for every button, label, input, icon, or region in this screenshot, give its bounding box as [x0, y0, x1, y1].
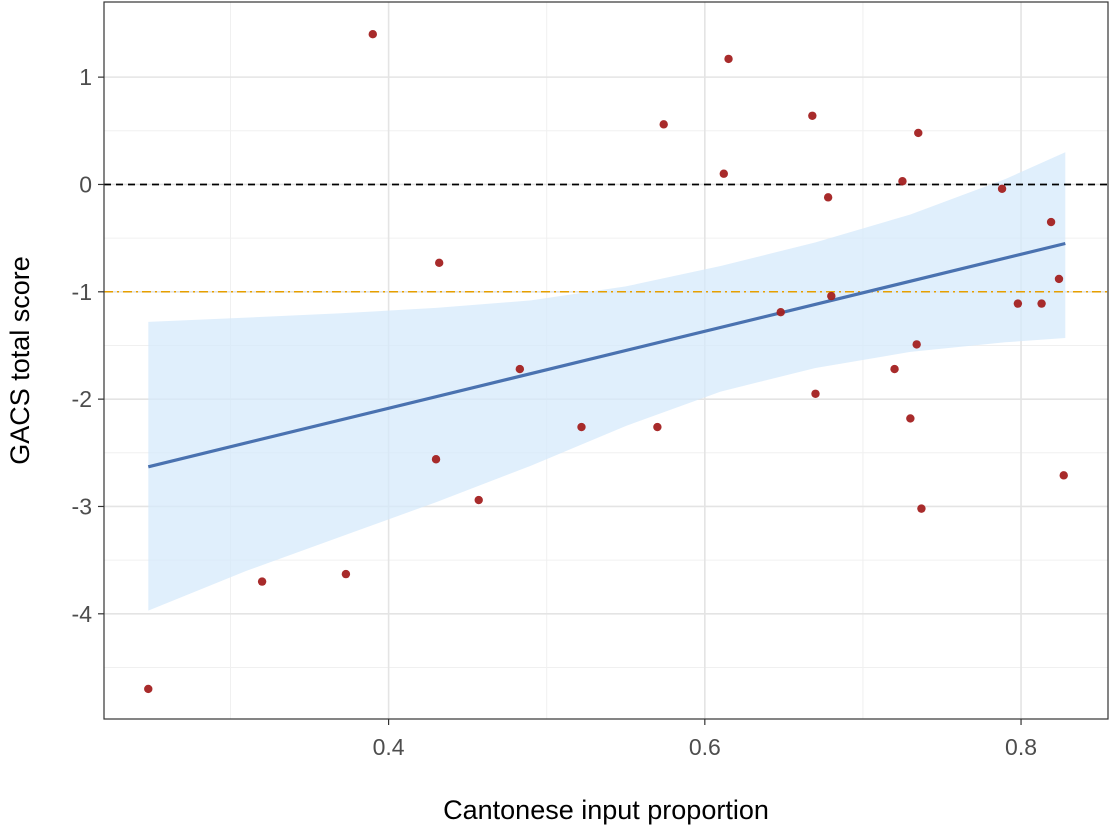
data-point [474, 495, 483, 505]
data-point [776, 307, 785, 317]
data-point [515, 364, 525, 374]
data-point [431, 455, 441, 464]
data-point [811, 389, 820, 398]
data-point [1059, 471, 1068, 480]
data-point [914, 128, 923, 138]
confidence-band-layer [148, 152, 1066, 611]
y-tick-label: 0 [79, 171, 92, 197]
data-points [144, 30, 1068, 694]
data-point [808, 111, 817, 120]
fit-line-layer [147, 241, 1066, 469]
data-point [912, 340, 921, 349]
data-point [997, 184, 1007, 193]
data-point [823, 193, 833, 202]
data-point [144, 684, 153, 694]
data-point [719, 169, 728, 178]
data-point [1046, 217, 1056, 227]
y-tick-label: -1 [72, 279, 92, 305]
data-point [577, 422, 586, 432]
y-tick-label: -4 [72, 601, 93, 627]
data-point [890, 364, 899, 374]
data-point [1013, 299, 1023, 308]
reference-lines [104, 183, 1108, 293]
panel-border [103, 1, 1109, 720]
data-point [917, 504, 926, 513]
regression-line [147, 241, 1066, 469]
y-tick-label: -3 [72, 493, 92, 519]
confidence-band [148, 152, 1066, 611]
y-axis-title: GACS total score [5, 256, 35, 465]
axis-ticks: 0.4 0.6 0.8 1 0 -1 -2 -3 -4 [72, 64, 1037, 760]
data-point [368, 30, 377, 39]
data-point [659, 120, 668, 129]
data-point [724, 54, 733, 64]
x-tick-label: 0.4 [373, 734, 405, 760]
x-axis-title: Cantonese input proportion [443, 795, 769, 825]
data-point [898, 177, 907, 186]
data-point [906, 414, 915, 423]
data-point [1054, 274, 1064, 284]
data-point [257, 577, 267, 586]
data-point [653, 422, 662, 432]
data-point [1037, 299, 1046, 308]
x-tick-label: 0.6 [689, 734, 721, 760]
data-point [341, 569, 351, 579]
y-tick-label: 1 [79, 64, 92, 90]
data-point [434, 258, 444, 268]
y-tick-label: -2 [72, 386, 92, 412]
data-point [827, 291, 836, 301]
x-tick-label: 0.8 [1005, 734, 1037, 760]
